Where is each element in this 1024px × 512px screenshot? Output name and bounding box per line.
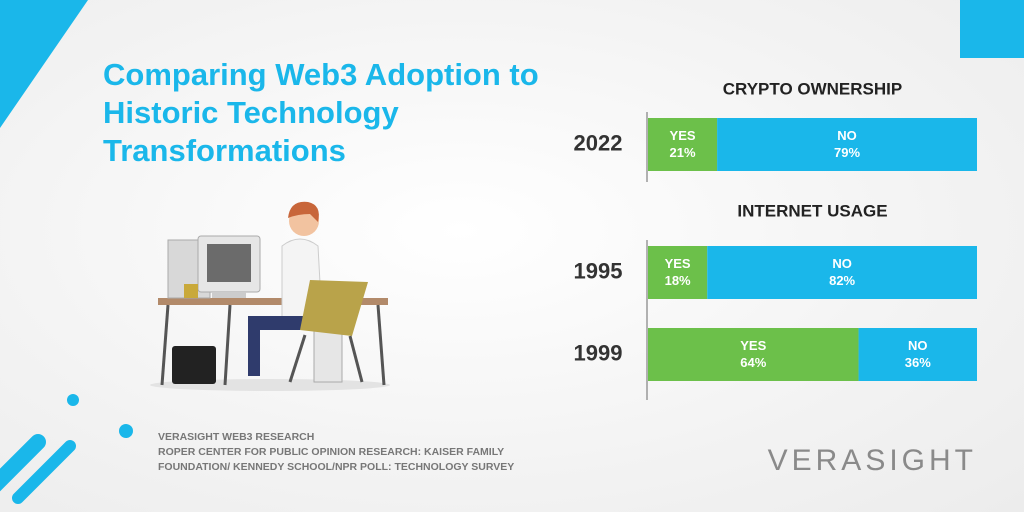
bar-segment	[858, 328, 977, 381]
value-label: 79%	[834, 145, 860, 160]
section-title: INTERNET USAGE	[737, 201, 887, 220]
bar-segment	[707, 246, 977, 299]
bar-segment	[648, 118, 718, 171]
segment-name: YES	[740, 338, 766, 353]
source-line: VERASIGHT WEB3 RESEARCH	[158, 431, 314, 443]
value-label: 18%	[665, 273, 691, 288]
segment-name: NO	[908, 338, 928, 353]
year-label: 1999	[574, 340, 623, 365]
value-label: 36%	[905, 355, 931, 370]
segment-name: YES	[670, 128, 696, 143]
corner-shape	[0, 0, 88, 128]
segment-name: NO	[837, 128, 857, 143]
value-label: 21%	[670, 145, 696, 160]
bar-segment	[648, 246, 708, 299]
section-title: CRYPTO OWNERSHIP	[723, 79, 902, 98]
brand-logo: VERASIGHT	[768, 444, 977, 477]
year-label: 2022	[574, 130, 623, 155]
bar-segment	[648, 328, 859, 381]
bar-segment	[717, 118, 977, 171]
page-title: Comparing Web3 Adoption to Historic Tech…	[103, 57, 539, 168]
source-line: ROPER CENTER FOR PUBLIC OPINION RESEARCH…	[158, 446, 504, 458]
year-label: 1995	[574, 258, 623, 283]
segment-name: YES	[665, 256, 691, 271]
value-label: 82%	[829, 273, 855, 288]
dots-decoration	[0, 394, 133, 504]
sources: VERASIGHT WEB3 RESEARCH ROPER CENTER FOR …	[158, 431, 514, 473]
source-line: FOUNDATION/ KENNEDY SCHOOL/NPR POLL: TEC…	[158, 461, 514, 473]
segment-name: NO	[832, 256, 852, 271]
corner-square	[960, 0, 1024, 58]
illustration	[150, 201, 390, 391]
value-label: 64%	[740, 355, 766, 370]
